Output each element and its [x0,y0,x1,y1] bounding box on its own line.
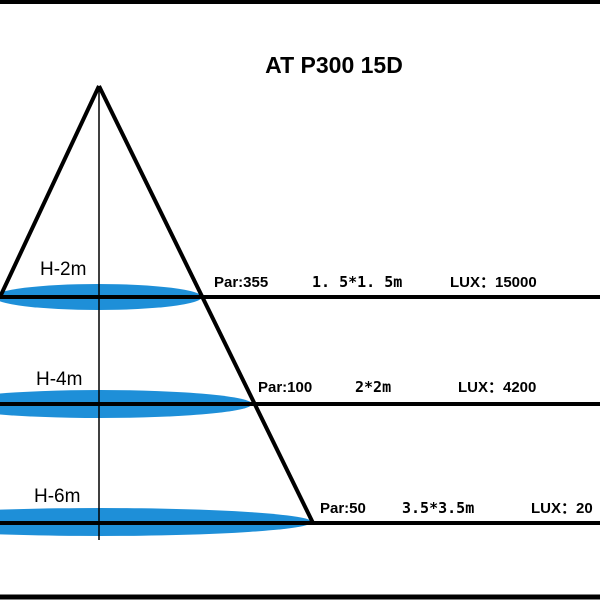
par-value-2m: Par:355 [214,274,268,291]
lux-value-6m: LUX：20 [531,500,593,517]
spot-size-4m: 2*2m [355,378,391,396]
height-label-2m: H-2m [40,259,86,280]
spot-size-6m: 3.5*3.5m [402,499,474,517]
cone-right-edge [97,85,315,524]
lux-value-4m: LUX：4200 [458,379,536,396]
spot-size-2m: 1. 5*1. 5m [312,273,402,291]
lux-value-2m: LUX：15000 [450,274,537,291]
height-label-4m: H-4m [36,369,82,390]
par-value-4m: Par:100 [258,379,312,396]
diagram-title: AT P300 15D [265,52,403,78]
cone-left-edge [0,85,101,298]
height-label-6m: H-6m [34,486,80,507]
par-value-6m: Par:50 [320,500,366,517]
